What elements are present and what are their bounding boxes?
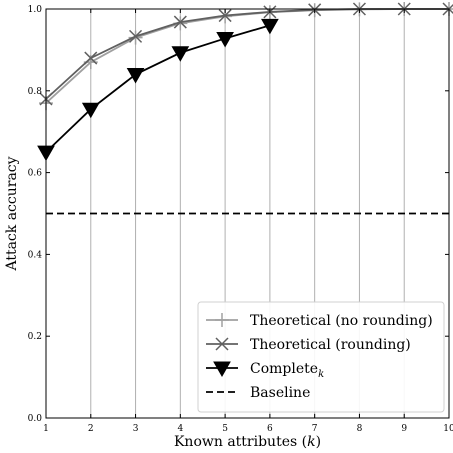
legend-label-text: Complete — [250, 361, 318, 377]
legend-marker — [215, 337, 229, 351]
legend-marker — [213, 361, 231, 378]
x-tick-label: 7 — [312, 424, 318, 434]
y-tick-label: 0.8 — [28, 87, 43, 97]
x-tick-label: 5 — [222, 424, 228, 434]
series-0 — [39, 2, 453, 111]
x-tick-label: 2 — [88, 424, 94, 434]
x-tick-label: 4 — [177, 424, 183, 434]
x-axis-label-var: k — [307, 434, 315, 450]
data-point — [171, 46, 190, 62]
legend-label: Theoretical (no rounding) — [250, 313, 433, 329]
legend-box — [197, 301, 445, 413]
legend-label: Completek — [250, 361, 324, 380]
legend-marker — [215, 313, 229, 327]
x-tick-label: 6 — [267, 424, 273, 434]
data-point — [218, 9, 232, 23]
series-line — [45, 8, 449, 104]
x-tick-label: 8 — [357, 424, 363, 434]
data-point — [128, 30, 143, 45]
x-tick-label: 3 — [133, 424, 139, 434]
series-line — [45, 24, 271, 153]
x-tick-label: 9 — [401, 424, 407, 434]
ticks: 1 2 3 4 5 6 7 8 9 10 0.0 0.2 0.4 0.6 0.8 1.0 — [28, 5, 453, 434]
series-layer — [37, 2, 453, 215]
y-tick-label: 1.0 — [28, 5, 43, 15]
series-1 — [39, 2, 453, 106]
legend: Theoretical (no rounding) Theoretical (ro… — [197, 301, 445, 413]
x-tick-label: 1 — [43, 424, 49, 434]
x-tick-label: 10 — [443, 424, 453, 434]
legend-label-subscript: k — [318, 369, 324, 380]
data-point — [126, 67, 145, 84]
plot-frame — [45, 8, 450, 419]
data-point — [216, 31, 234, 48]
legend-label-text: Theoretical (no rounding) — [250, 313, 433, 329]
y-axis-label: Attack accuracy — [4, 156, 20, 271]
data-point — [84, 51, 98, 65]
data-point — [81, 102, 100, 119]
data-point — [129, 29, 143, 43]
y-tick-label: 0.4 — [28, 250, 43, 260]
y-tick-label: 0.2 — [28, 332, 42, 342]
data-point — [173, 15, 187, 29]
legend-label: Baseline — [250, 385, 310, 401]
x-axis-label-text: Known attributes ( — [174, 434, 307, 450]
legend-label: Theoretical (rounding) — [250, 337, 411, 353]
legend-label-text: Baseline — [250, 385, 310, 401]
x-axis-label-close: ) — [316, 434, 321, 450]
y-tick-label: 0.6 — [28, 169, 43, 179]
data-point — [261, 18, 279, 35]
x-axis-label: Known attributes (k) — [174, 434, 321, 450]
legend-label-text: Theoretical (rounding) — [250, 337, 411, 353]
series-2 — [37, 18, 279, 162]
y-tick-label: 0.0 — [28, 414, 43, 424]
